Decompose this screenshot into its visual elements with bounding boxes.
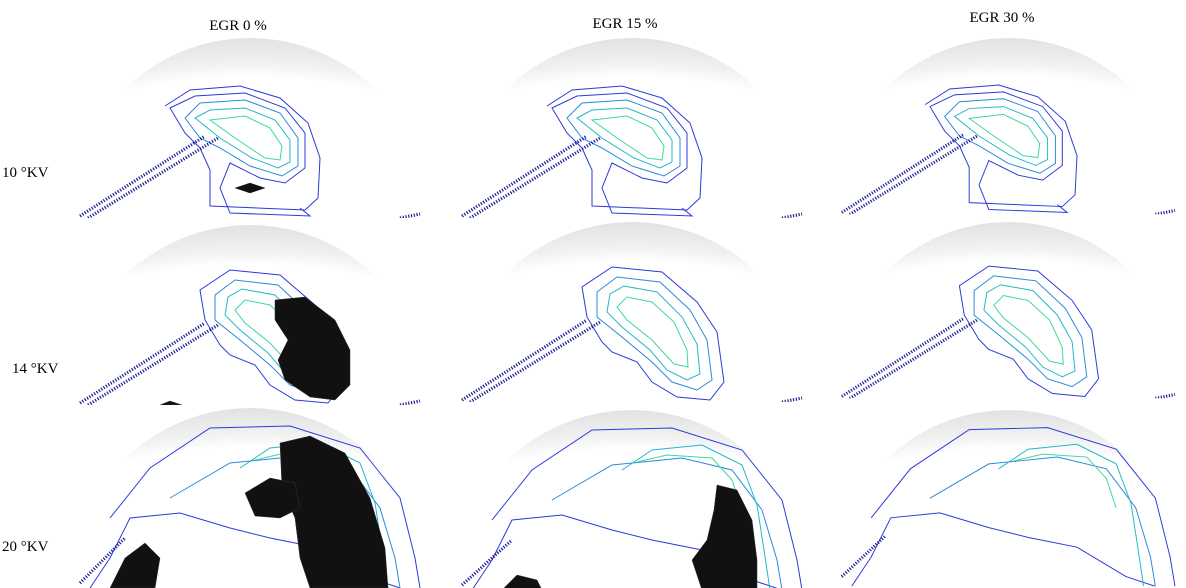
row-label: 20 °KV <box>2 539 49 555</box>
panel <box>70 38 430 218</box>
row-label: 10 °KV <box>2 165 49 181</box>
panel <box>452 222 812 402</box>
panel <box>832 38 1185 215</box>
panel <box>70 225 430 405</box>
panel <box>832 410 1185 587</box>
column-header: EGR 15 % <box>593 16 658 32</box>
panel <box>452 410 812 588</box>
row-label: 14 °KV <box>12 361 59 377</box>
panel <box>452 38 812 218</box>
column-header: EGR 30 % <box>970 10 1035 26</box>
panel <box>832 222 1185 399</box>
column-header: EGR 0 % <box>209 18 267 34</box>
panel <box>70 408 430 588</box>
